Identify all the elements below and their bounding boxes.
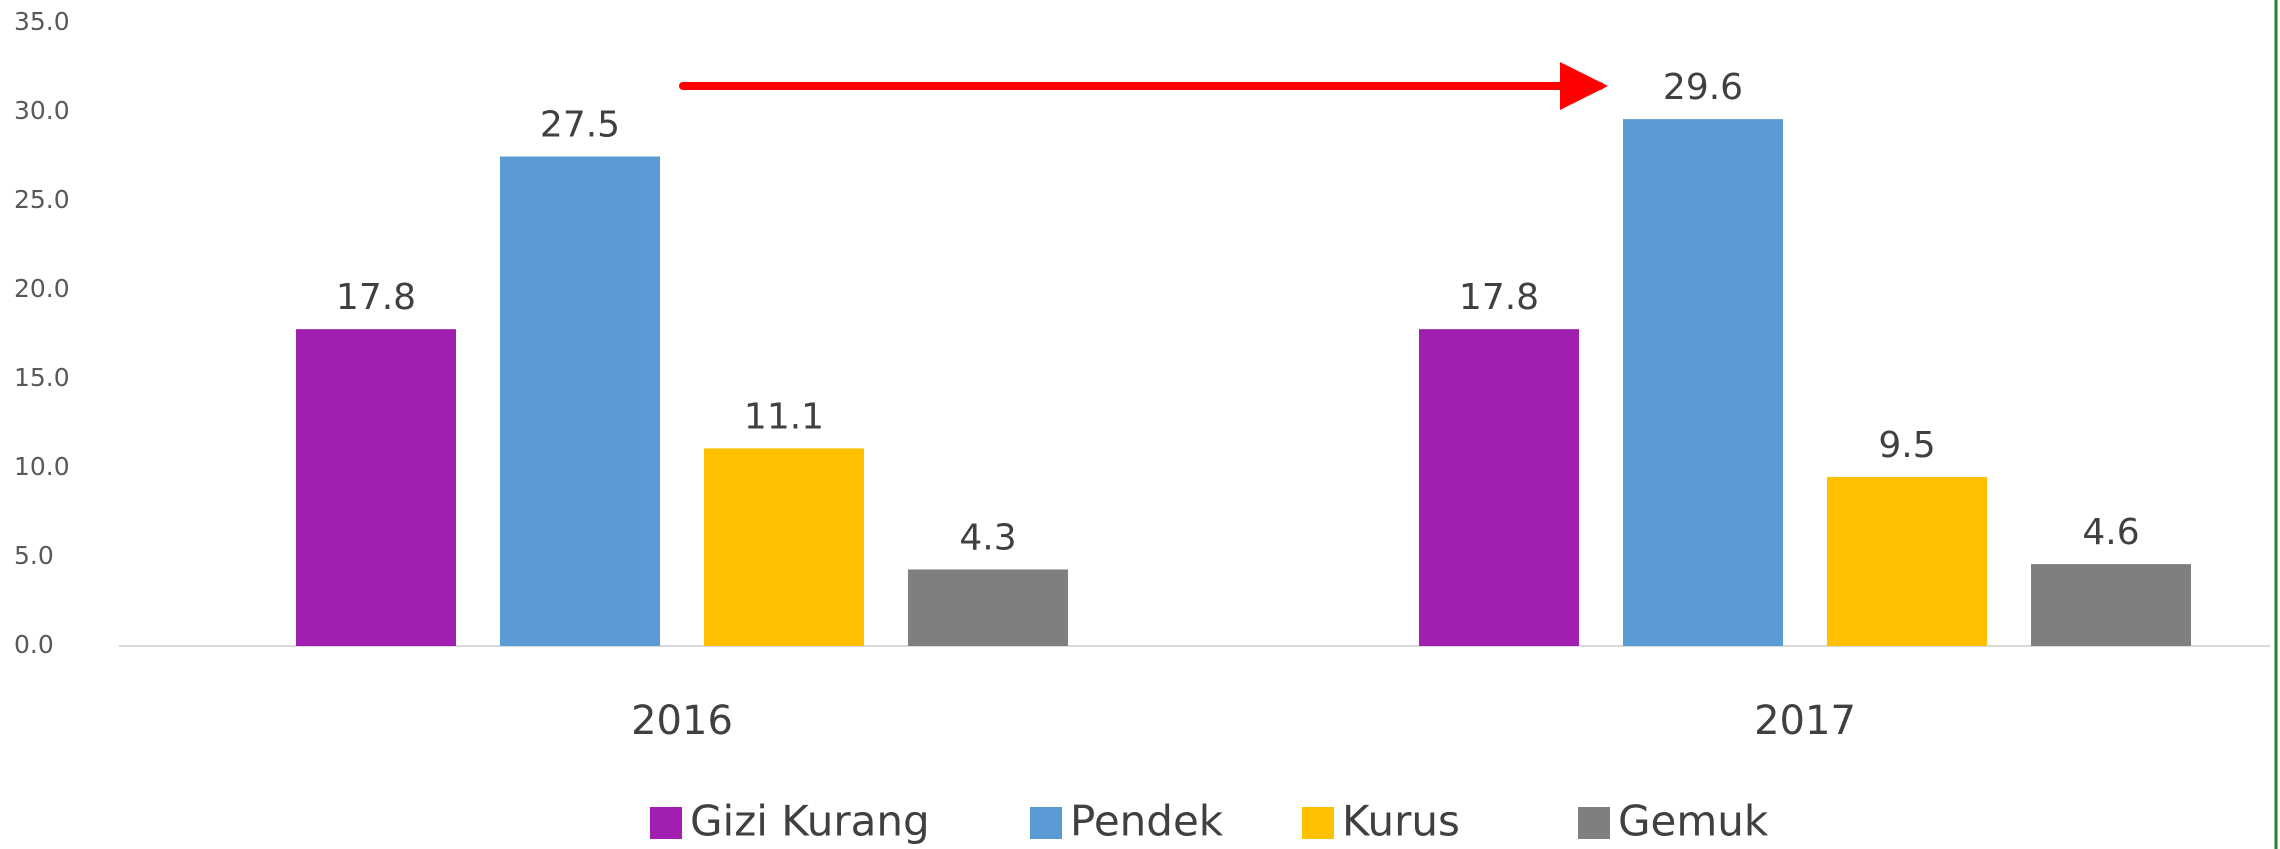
y-tick-label: 25.0 [14, 185, 70, 214]
bar [1827, 476, 1987, 646]
bar [704, 448, 864, 646]
legend-swatch [1578, 807, 1610, 839]
y-tick-label: 5.0 [14, 541, 54, 570]
y-tick-label: 0.0 [14, 630, 54, 659]
data-label: 17.8 [1459, 277, 1539, 318]
y-tick-label: 20.0 [14, 274, 70, 303]
bar [908, 569, 1068, 646]
y-tick-label: 15.0 [14, 363, 70, 392]
data-label: 9.5 [1878, 425, 1935, 466]
legend-swatch [1302, 807, 1334, 839]
legend-label: Gizi Kurang [690, 797, 930, 846]
bar [1419, 329, 1579, 646]
legend-swatch [650, 807, 682, 839]
data-label: 4.3 [959, 517, 1016, 558]
legend-label: Kurus [1342, 797, 1460, 846]
y-tick-label: 30.0 [14, 96, 70, 125]
legend-swatch [1030, 807, 1062, 839]
bar [296, 329, 456, 646]
data-label: 4.6 [2082, 512, 2139, 553]
data-label: 29.6 [1663, 67, 1743, 108]
bar [2031, 564, 2191, 646]
y-tick-label: 10.0 [14, 452, 70, 481]
x-tick-label: 2017 [1754, 698, 1856, 744]
data-label: 17.8 [336, 277, 416, 318]
y-tick-label: 35.0 [14, 7, 70, 36]
bar [500, 156, 660, 646]
data-label: 11.1 [744, 396, 824, 437]
data-label: 27.5 [540, 105, 620, 146]
x-tick-label: 2016 [631, 698, 733, 744]
bar [1623, 119, 1783, 647]
legend-label: Pendek [1070, 797, 1224, 846]
legend-label: Gemuk [1618, 797, 1769, 846]
